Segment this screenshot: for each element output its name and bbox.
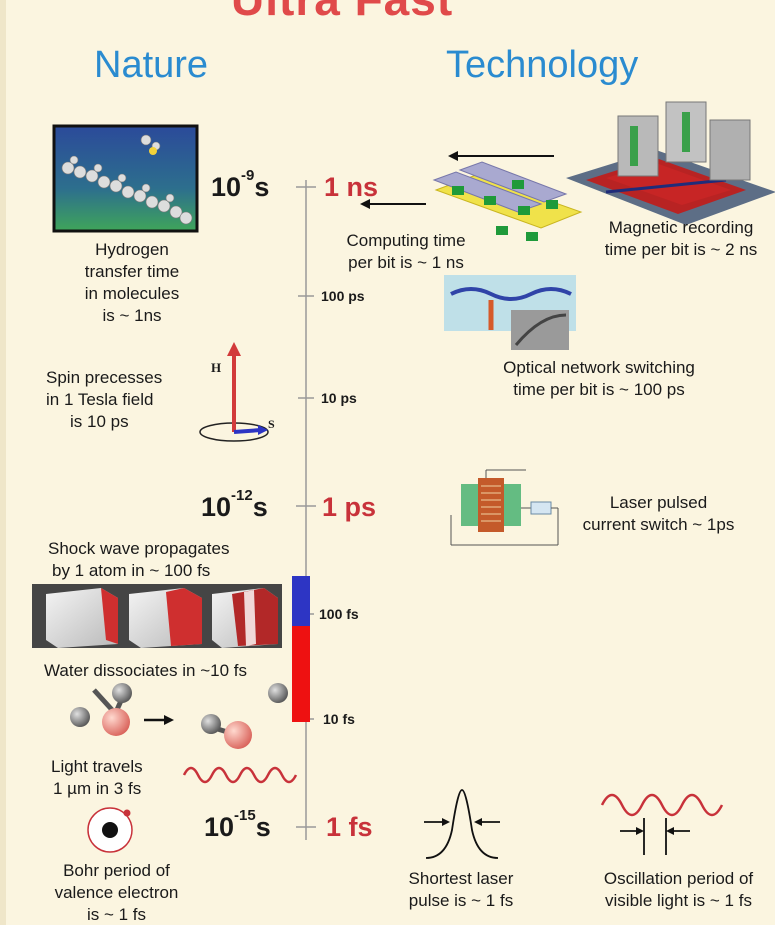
blue-range-bar [292, 576, 310, 626]
bohr-atom-diagram [87, 807, 133, 853]
laser-switch-circuit [450, 469, 559, 546]
minor-label-100ps: 100 ps [321, 288, 365, 304]
light-caption: Light travels 1 µm in 3 fs [51, 757, 143, 798]
optical-switch-image [444, 275, 576, 350]
computing-circuit [432, 161, 583, 241]
magnetic-recording-device [566, 101, 775, 225]
power-label-fs: 10-15s [204, 807, 271, 842]
shock-wave-cubes [32, 584, 282, 648]
spin-h-label: H [211, 360, 222, 375]
timeline-ticks [296, 186, 316, 828]
power-label-ns: 10-9s [211, 167, 270, 202]
laser-pulse-diagram [424, 789, 500, 859]
red-range-bar [292, 626, 310, 722]
oscillation-caption: Oscillation period of visible light is ~ … [603, 869, 754, 910]
power-label-ps: 10-12s [201, 487, 268, 522]
page-title: Ultra Fast [231, 0, 453, 26]
laser-switch-caption: Laser pulsed current switch ~ 1ps [582, 493, 735, 534]
technology-header: Technology [446, 44, 639, 86]
magnetic-caption: Magnetic recording time per bit is ~ 2 ns [604, 218, 758, 259]
light-wave [182, 766, 298, 784]
minor-label-100fs: 100 fs [319, 606, 359, 622]
major-label-1ns: 1 ns [324, 172, 379, 202]
water-dissociation-diagram [70, 683, 288, 749]
minor-label-10ps: 10 ps [321, 390, 357, 406]
hydrogen-molecule-image [52, 124, 199, 233]
oscillation-wave [600, 793, 724, 817]
optical-caption: Optical network switching time per bit is… [503, 358, 695, 399]
minor-label-10fs: 10 fs [323, 711, 355, 727]
shock-caption: Shock wave propagates by 1 atom in ~ 100 … [48, 539, 230, 580]
diagram-graphics [32, 101, 775, 859]
spin-caption: Spin precesses in 1 Tesla field is 10 ps [46, 368, 163, 431]
hydrogen-caption: Hydrogen transfer time in molecules is ~ 1n… [84, 240, 180, 325]
spin-precession-diagram [199, 342, 269, 442]
computing-caption: Computing time per bit is ~ 1 ns [346, 231, 466, 272]
spin-s-label: S [268, 417, 275, 431]
major-label-1ps: 1 ps [322, 492, 377, 522]
nature-header: Nature [94, 44, 209, 86]
bohr-caption: Bohr period of valence electron is ~ 1 fs [54, 861, 179, 924]
shortest-pulse-caption: Shortest laser pulse is ~ 1 fs [408, 869, 514, 910]
oscillation-markers [620, 818, 690, 855]
water-caption: Water dissociates in ~10 fs [44, 661, 247, 680]
major-label-1fs: 1 fs [326, 812, 373, 842]
